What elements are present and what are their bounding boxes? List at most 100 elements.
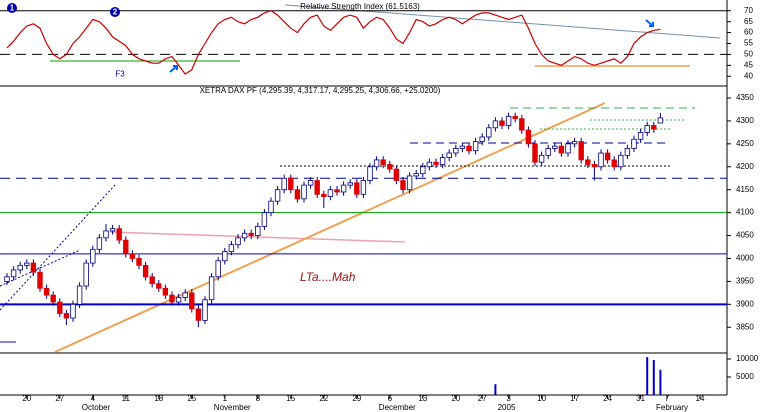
candle-body xyxy=(116,228,122,241)
candle-body xyxy=(538,154,545,163)
x-tick-label: 8 xyxy=(256,394,261,403)
candle-body xyxy=(532,143,538,163)
candle-body xyxy=(624,148,631,156)
candle-body xyxy=(274,189,281,202)
candle-body xyxy=(189,292,195,310)
annotation: LTa....Mah xyxy=(300,270,356,284)
candle-body xyxy=(136,258,142,266)
month-label: November xyxy=(214,403,251,412)
candle-body xyxy=(466,145,472,152)
y-tick-label: 4300 xyxy=(736,116,754,125)
y-tick-label: 55 xyxy=(744,39,753,48)
candle-body xyxy=(420,166,426,175)
candle-body xyxy=(611,159,617,168)
candle-body xyxy=(17,264,23,271)
y-tick-label: 45 xyxy=(744,60,753,69)
candle-body xyxy=(10,269,17,278)
rsi-title: Relative Strength Index (61.5163) xyxy=(300,2,420,11)
x-tick-label: 22 xyxy=(319,394,328,403)
candle-body xyxy=(347,182,353,186)
volume-bar xyxy=(652,360,655,395)
candle-body xyxy=(248,232,254,236)
candle-body xyxy=(505,115,512,126)
candle-body xyxy=(129,253,136,259)
candle-body xyxy=(288,177,294,191)
trend-line xyxy=(54,102,606,353)
x-tick-label: 7 xyxy=(665,394,670,403)
candle-body xyxy=(109,228,116,232)
x-tick-label: 27 xyxy=(55,394,64,403)
volume-bar xyxy=(659,369,662,395)
y-tick-label: 3900 xyxy=(736,299,754,308)
month-label: 2005 xyxy=(498,403,516,412)
candle-body xyxy=(439,157,446,165)
y-tick-label: 4200 xyxy=(736,162,754,171)
volume-bar xyxy=(494,384,497,395)
x-tick-label: 15 xyxy=(286,394,295,403)
price-title: XETRA DAX PF (4,295.39, 4,317.17, 4,295.… xyxy=(200,86,441,95)
annotation-badge xyxy=(7,3,17,13)
candle-body xyxy=(96,237,103,250)
candle-body xyxy=(90,248,96,264)
candle-body xyxy=(426,161,433,168)
candle-body xyxy=(651,125,657,130)
x-tick-label: 29 xyxy=(352,394,361,403)
candle-body xyxy=(604,152,611,161)
candle-body xyxy=(472,141,479,152)
candle-body xyxy=(519,118,525,131)
candle-body xyxy=(57,301,63,314)
candle-body xyxy=(24,262,30,266)
candle-body xyxy=(175,297,182,303)
candle-body xyxy=(340,184,347,193)
y-tick-label: 65 xyxy=(744,17,753,26)
x-tick-label: 17 xyxy=(570,394,579,403)
candle-body xyxy=(215,260,221,278)
x-tick-label: 18 xyxy=(154,394,163,403)
candle-body xyxy=(83,262,89,287)
x-tick-label: 24 xyxy=(603,394,612,403)
candle-body xyxy=(512,115,518,120)
candle-body xyxy=(63,313,70,319)
y-tick-label: 4000 xyxy=(736,254,754,263)
candle-body xyxy=(373,159,380,168)
candle-body xyxy=(380,159,386,165)
candle-body xyxy=(268,200,274,214)
candle-body xyxy=(169,294,175,303)
candle-body xyxy=(591,164,598,168)
candle-body xyxy=(565,143,571,154)
candle-body xyxy=(70,303,76,319)
candle-body xyxy=(571,141,578,145)
x-tick-label: 14 xyxy=(696,394,705,403)
candle-body xyxy=(307,180,314,186)
y-tick-label: 4150 xyxy=(736,185,754,194)
candle-body xyxy=(314,180,320,195)
candle-body xyxy=(202,299,208,321)
x-tick-label: 20 xyxy=(451,394,460,403)
x-tick-label: 10 xyxy=(537,394,546,403)
annotation: F3 xyxy=(115,70,125,79)
candle-body xyxy=(76,285,83,305)
month-label: February xyxy=(656,403,688,412)
y-tick-label: 10000 xyxy=(736,354,759,363)
y-tick-label: 3950 xyxy=(736,277,754,286)
candle-body xyxy=(301,184,307,200)
y-tick-label: 4100 xyxy=(736,208,754,217)
candle-body xyxy=(4,276,10,282)
candle-body xyxy=(631,138,637,149)
candle-body xyxy=(228,244,235,252)
y-tick-label: 60 xyxy=(744,28,753,37)
y-tick-label: 4050 xyxy=(736,231,754,240)
channel-line xyxy=(0,184,116,311)
candle-body xyxy=(327,189,334,197)
candle-body xyxy=(499,120,505,126)
candle-body xyxy=(354,182,360,195)
candle-body xyxy=(578,141,584,161)
candle-body xyxy=(50,294,56,303)
candle-body xyxy=(545,148,551,156)
arrow xyxy=(645,19,654,27)
candle-body xyxy=(103,230,109,239)
candle-body xyxy=(486,127,492,138)
candle-body xyxy=(123,239,129,255)
x-tick-label: 13 xyxy=(418,394,427,403)
